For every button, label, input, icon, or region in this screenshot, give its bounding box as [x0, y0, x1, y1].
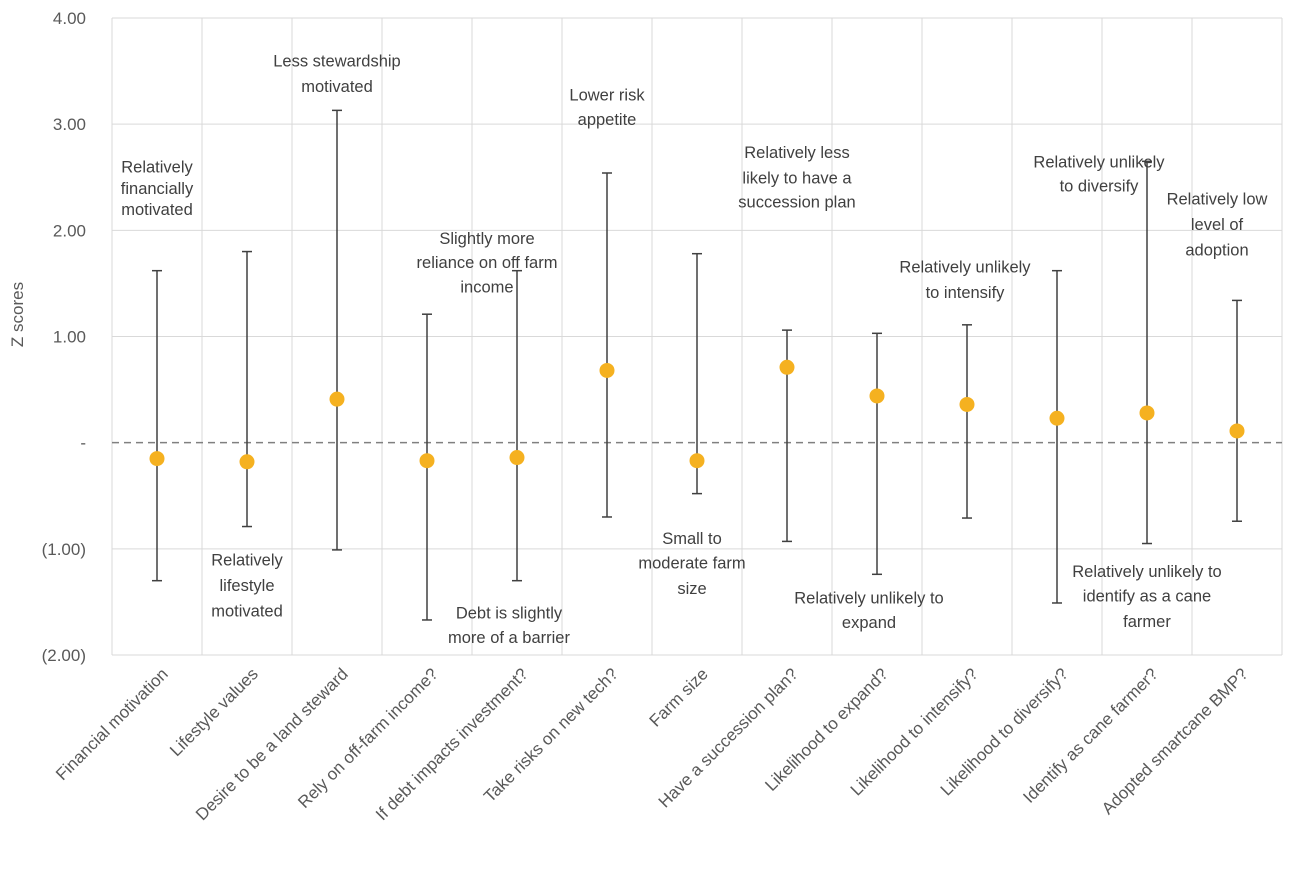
data-point [779, 359, 795, 375]
annotation-label: Debt is slightly [456, 605, 563, 623]
x-tick-label: Financial motivation [52, 664, 172, 784]
annotation-label: Relatively unlikely to [794, 590, 943, 608]
annotation-label: motivated [301, 78, 373, 96]
annotation-label: identify as a cane [1083, 588, 1211, 606]
data-point [599, 362, 615, 378]
data-point [1139, 405, 1155, 421]
annotation-label: expand [842, 614, 896, 632]
annotation-label: likely to have a [742, 169, 852, 187]
annotation-label: Slightly more [439, 230, 534, 248]
data-point [149, 451, 165, 467]
y-axis-label: Z scores [8, 282, 27, 347]
annotation-label: moderate farm [638, 555, 745, 573]
x-tick-label: Lifestyle values [166, 664, 262, 760]
x-tick-label: If debt impacts investment? [372, 664, 532, 824]
annotation-label: Less stewardship [273, 52, 400, 70]
annotation-label: farmer [1123, 613, 1171, 631]
annotation-label: size [677, 580, 706, 598]
y-tick-label: 2.00 [53, 221, 86, 240]
annotation-label: Relatively [121, 159, 193, 177]
data-point [419, 453, 435, 469]
annotation-label: Relatively unlikely [899, 258, 1031, 276]
data-point [1049, 410, 1065, 426]
annotation-label: Lower risk [569, 86, 645, 104]
y-tick-label: 3.00 [53, 115, 86, 134]
annotation-label: Small to [662, 530, 722, 548]
x-tick-label: Farm size [646, 664, 712, 730]
y-tick-label: 4.00 [53, 9, 86, 28]
annotation-label: motivated [121, 201, 193, 219]
x-tick-label: Adopted smartcane BMP? [1098, 664, 1252, 818]
data-point [689, 453, 705, 469]
x-tick-label: Desire to be a land steward [192, 664, 352, 824]
annotation-label: appetite [578, 111, 637, 129]
y-tick-label: - [80, 434, 86, 453]
data-point [869, 388, 885, 404]
y-tick-label: (1.00) [42, 540, 86, 559]
data-point [239, 454, 255, 470]
annotation-label: more of a barrier [448, 629, 570, 647]
y-tick-label: (2.00) [42, 646, 86, 665]
data-point [509, 450, 525, 466]
annotation-label: Relatively unlikely [1033, 153, 1165, 171]
annotation-label: income [460, 279, 513, 297]
annotation-label: to diversify [1060, 178, 1140, 196]
annotation-label: Relatively low [1167, 190, 1268, 208]
data-point [959, 396, 975, 412]
annotation-label: lifestyle [219, 577, 274, 595]
annotation-label: financially [121, 180, 194, 198]
y-tick-label: 1.00 [53, 328, 86, 347]
annotation-label: motivated [211, 602, 283, 620]
annotation-label: Relatively unlikely to [1072, 563, 1221, 581]
annotation-label: to intensify [926, 284, 1006, 302]
annotation-label: adoption [1185, 241, 1248, 259]
annotation-label: level of [1191, 216, 1244, 234]
annotation-label: Relatively less [744, 144, 849, 162]
data-point [329, 391, 345, 407]
annotation-label: Relatively [211, 551, 283, 569]
data-point [1229, 423, 1245, 439]
annotation-label: succession plan [738, 194, 855, 212]
annotation-label: reliance on off farm [417, 254, 558, 272]
